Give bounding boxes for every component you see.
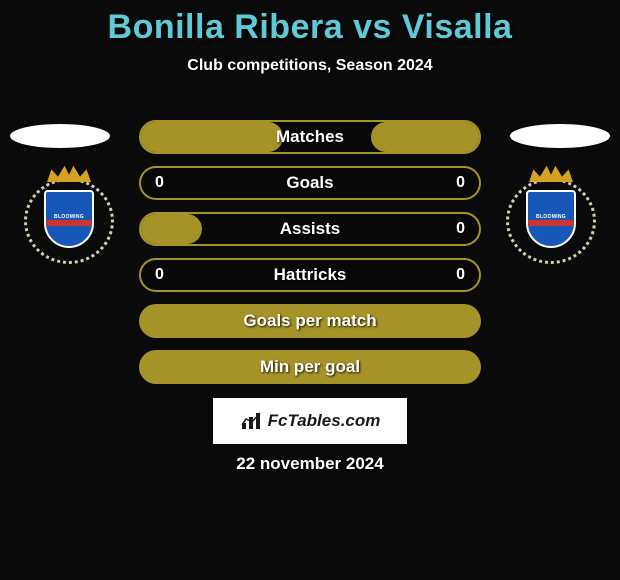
shield-icon: BLOOMING: [44, 190, 94, 248]
summary-row: Goals per match: [139, 304, 481, 338]
stat-label: Hattricks: [141, 265, 479, 285]
stat-row: 1Assists0: [139, 212, 481, 246]
summary-row: Min per goal: [139, 350, 481, 384]
player-left-club-badge: BLOOMING: [24, 178, 114, 264]
crown-icon: [529, 164, 573, 182]
player-right-portrait-oval: [510, 124, 610, 148]
shield-icon: BLOOMING: [526, 190, 576, 248]
source-logo-text: FcTables.com: [268, 411, 381, 431]
subtitle: Club competitions, Season 2024: [0, 57, 620, 75]
crown-icon: [47, 164, 91, 182]
stat-row: 0Hattricks0: [139, 258, 481, 292]
date-label: 22 november 2024: [0, 454, 620, 474]
stat-row: 6Matches3: [139, 120, 481, 154]
shield-stripe: [528, 220, 574, 226]
stat-label: Assists: [141, 219, 479, 239]
fctables-chart-icon: [240, 411, 264, 431]
stat-label: Goals: [141, 173, 479, 193]
stat-label: Matches: [141, 127, 479, 147]
stats-container: 6Matches3 0Goals0 1Assists0 0Hattricks0 Goal…: [139, 120, 481, 384]
stat-row: 0Goals0: [139, 166, 481, 200]
source-logo: FcTables.com: [213, 398, 407, 444]
player-left-portrait-oval: [10, 124, 110, 148]
shield-stripe: [46, 220, 92, 226]
player-right-club-badge: BLOOMING: [506, 178, 596, 264]
page-title: Bonilla Ribera vs Visalla: [0, 0, 620, 47]
